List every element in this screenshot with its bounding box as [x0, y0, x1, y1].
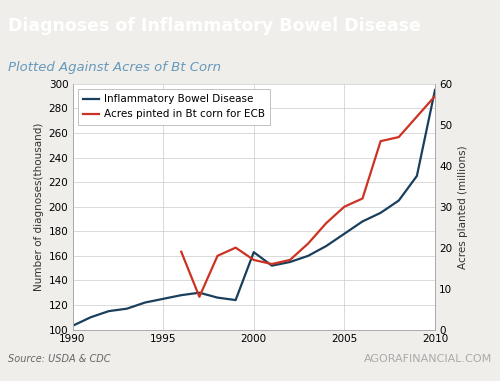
Text: Source: USDA & CDC: Source: USDA & CDC	[8, 354, 110, 364]
Text: Plotted Against Acres of Bt Corn: Plotted Against Acres of Bt Corn	[8, 61, 220, 74]
Y-axis label: Acres planted (millions): Acres planted (millions)	[458, 145, 468, 269]
Legend: Inflammatory Bowel Disease, Acres pinted in Bt corn for ECB: Inflammatory Bowel Disease, Acres pinted…	[78, 89, 270, 125]
Text: AGORAFINANCIAL.COM: AGORAFINANCIAL.COM	[364, 354, 492, 364]
Y-axis label: Number of diagnoses(thousand): Number of diagnoses(thousand)	[34, 123, 44, 291]
Text: Diagnoses of Inflammatory Bowel Disease: Diagnoses of Inflammatory Bowel Disease	[8, 17, 420, 35]
